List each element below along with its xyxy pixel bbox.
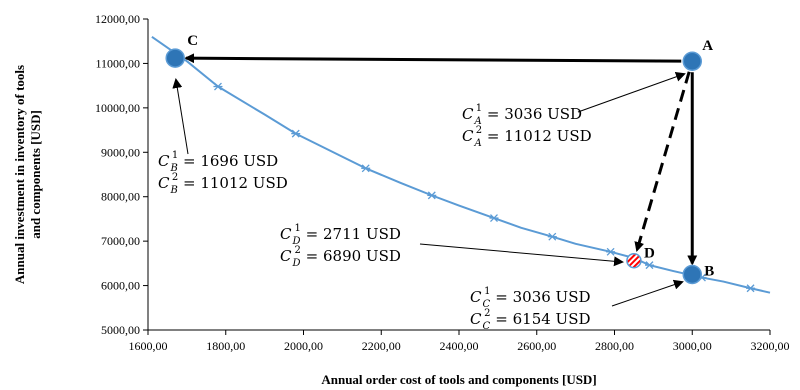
annotation-superscript: 2 — [484, 308, 490, 319]
annotation-subscript: D — [291, 258, 300, 269]
annotation-leader — [611, 279, 684, 307]
annotation-line: CA 1 = 3036 USD — [462, 103, 582, 127]
annotation-line: CC2 = 6154 USD — [470, 308, 591, 332]
annotation-subscript: A — [473, 116, 481, 127]
y-tick-label: 5000,00 — [101, 323, 140, 337]
x-tick-label: 2400,00 — [440, 339, 479, 353]
annotation-leader — [577, 71, 686, 113]
annotation-superscript: 1 — [476, 103, 482, 114]
point-d — [626, 252, 642, 269]
arrow-a-d — [634, 71, 691, 253]
curve-marker — [606, 247, 616, 256]
y-tick-label: 12000,00 — [95, 12, 140, 26]
curve-marker — [213, 82, 223, 91]
annotation-value: = 1696 USD — [178, 152, 278, 170]
y-tick-label: 8000,00 — [101, 190, 140, 204]
curve-marker — [746, 284, 756, 293]
x-tick-label: 2800,00 — [595, 339, 634, 353]
y-axis-title-line: Annual investment in inventory of tools — [12, 65, 27, 284]
annotation-value: = 3036 USD — [491, 288, 591, 306]
point-b — [682, 264, 702, 285]
annotation-superscript: 2 — [172, 172, 178, 183]
annotation-leader — [172, 78, 189, 155]
x-tick-label: 3000,00 — [673, 339, 712, 353]
curve-marker — [644, 261, 654, 270]
y-tick-label: 7000,00 — [101, 234, 140, 248]
annotation-line: CD 2 = 6890 USD — [280, 245, 401, 269]
x-tick-label: 2200,00 — [362, 339, 401, 353]
annotation-superscript: 1 — [295, 223, 301, 234]
x-tick-label: 2600,00 — [517, 339, 556, 353]
x-tick-label: 3200,00 — [751, 339, 790, 353]
annotation-superscript: 1 — [484, 286, 490, 297]
annotation-value: = 11012 USD — [178, 174, 288, 192]
annotation-symbol: C — [462, 105, 474, 123]
annotation-line: CB 1 = 1696 USD — [158, 150, 278, 174]
curve-marker — [489, 214, 499, 222]
axes: 1600,00 1800,00 2000,00 2200,00 2400,00 2600,… — [12, 12, 790, 387]
annotation-symbol: C — [470, 288, 482, 306]
y-tick-label: 11000,00 — [95, 56, 140, 70]
point-a-label: A — [702, 38, 713, 54]
x-axis-title: Annual order cost of tools and component… — [321, 372, 596, 387]
annotation-subscript: B — [169, 163, 177, 174]
curve-marker — [427, 191, 437, 200]
annotation-value: = 2711 USD — [301, 225, 401, 243]
y-tick-label: 6000,00 — [101, 279, 140, 293]
annotation-subscript: D — [291, 236, 300, 247]
annotation-superscript: 2 — [295, 245, 301, 256]
annotation-superscript: 1 — [172, 150, 178, 161]
annotation-subscript: A — [473, 138, 481, 149]
annotation-line: CD 1 = 2711 USD — [280, 223, 401, 247]
point-b-label: B — [704, 263, 714, 279]
annotation-line: CC1 = 3036 USD — [470, 286, 591, 310]
point-d-label: D — [644, 246, 655, 262]
y-tick-label: 10000,00 — [95, 101, 140, 115]
x-tick-label: 1800,00 — [206, 339, 245, 353]
annotation-symbol: C — [158, 174, 170, 192]
curve-marker — [361, 164, 371, 173]
annotation-symbol: C — [462, 127, 474, 145]
y-axis-title: Annual investment in inventory of toolsa… — [12, 65, 43, 284]
annotation-subscript: C — [482, 321, 490, 332]
annotation-value: = 6154 USD — [491, 310, 591, 328]
point-c — [165, 48, 185, 68]
point-a — [682, 51, 702, 71]
annotation-leader — [419, 243, 624, 267]
annotation-subscript: B — [169, 185, 177, 196]
annotation-value: = 11012 USD — [482, 127, 592, 145]
curve-marker — [291, 129, 301, 138]
annotation-symbol: C — [470, 310, 482, 328]
point-c-label: C — [187, 33, 198, 49]
y-tick-label: 9000,00 — [101, 145, 140, 159]
annotation-value: = 3036 USD — [482, 105, 582, 123]
annotation-superscript: 2 — [476, 125, 482, 136]
annotation-subscript: C — [482, 299, 490, 310]
annotation-symbol: C — [158, 152, 170, 170]
y-axis-title-line: and components [USD] — [28, 110, 43, 239]
x-tick-label: 1600,00 — [129, 339, 168, 353]
annotation-line: CA 2 = 11012 USD — [462, 125, 592, 149]
annotation-value: = 6890 USD — [301, 247, 401, 265]
arrow-a-c — [184, 53, 682, 64]
arrow-layer — [184, 53, 698, 266]
annotation-symbol: C — [280, 247, 292, 265]
x-tick-label: 2000,00 — [284, 339, 323, 353]
curve-marker — [547, 232, 557, 241]
annotation-line: CB 2 = 11012 USD — [158, 172, 288, 196]
annotation-symbol: C — [280, 225, 292, 243]
